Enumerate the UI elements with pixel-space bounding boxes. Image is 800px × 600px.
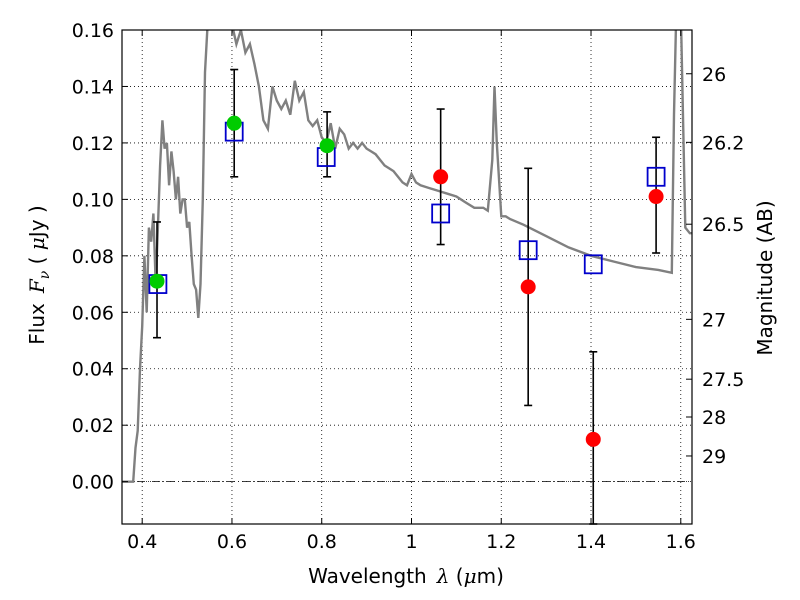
y2-tick-label: 26 bbox=[702, 64, 726, 86]
y-axis-unit-mu: μ bbox=[25, 237, 49, 250]
y-tick-label: 0.16 bbox=[72, 20, 114, 42]
y2-tick-label: 27.5 bbox=[702, 369, 744, 391]
y-tick-label: 0.08 bbox=[72, 246, 114, 268]
circle-marker bbox=[319, 138, 335, 154]
y-axis-title: Flux Fν ( μJy ) bbox=[25, 205, 53, 344]
x-axis-unit-mu: μ bbox=[464, 564, 477, 588]
y-tick-label: 0.06 bbox=[72, 302, 114, 324]
x-tick-label: 1.2 bbox=[486, 531, 516, 553]
circle-marker bbox=[520, 279, 536, 295]
error-bars bbox=[153, 68, 661, 525]
square-marker bbox=[646, 166, 666, 187]
x-axis-symbol: λ bbox=[436, 564, 450, 588]
plot-frame bbox=[121, 29, 693, 525]
x-tick-label: 0.6 bbox=[217, 531, 247, 553]
y-axis-unit-close: Jy ) bbox=[25, 205, 49, 239]
square-marker bbox=[431, 203, 451, 224]
y2-axis-title: Magnitude (AB) bbox=[753, 200, 777, 355]
circle-marker bbox=[648, 189, 664, 205]
square-marker bbox=[583, 254, 603, 275]
y-axis-title-text: Flux bbox=[25, 303, 49, 345]
x-tick-label: 0.4 bbox=[127, 531, 157, 553]
model-spectrum bbox=[122, 30, 692, 483]
circle-marker bbox=[585, 431, 601, 447]
y-tick-label: 0.10 bbox=[72, 189, 114, 211]
y-tick-label: 0.14 bbox=[72, 76, 114, 98]
ticks: 0.4 0.6 0.8 1 1.2 1.4 1.6 0.00 0.02 0.04 0.06 0.08 0… bbox=[72, 20, 745, 553]
y-tick-label: 0.12 bbox=[72, 133, 114, 155]
x-tick-label: 0.8 bbox=[307, 531, 337, 553]
markers bbox=[148, 115, 666, 447]
circle-marker bbox=[149, 273, 165, 289]
x-axis-unit-close: m) bbox=[477, 564, 504, 588]
x-tick-label: 1.4 bbox=[576, 531, 606, 553]
y2-tick-label: 29 bbox=[702, 446, 726, 468]
model-spectrum-line bbox=[122, 30, 692, 483]
grid bbox=[122, 29, 692, 524]
x-axis-title: Wavelength λ (μm) bbox=[308, 564, 504, 588]
y-axis-symbol: F bbox=[25, 278, 49, 294]
y2-tick-label: 27 bbox=[702, 309, 726, 331]
x-axis-title-text: Wavelength bbox=[308, 564, 427, 588]
y-tick-label: 0.02 bbox=[72, 415, 114, 437]
y-tick-label: 0.00 bbox=[72, 472, 114, 494]
y-axis-subscript: ν bbox=[37, 270, 53, 279]
y-axis-unit-open: ( bbox=[25, 250, 49, 271]
y-tick-label: 0.04 bbox=[72, 359, 114, 381]
x-tick-label: 1 bbox=[405, 531, 417, 553]
circle-marker bbox=[226, 115, 242, 131]
y2-tick-label: 26.2 bbox=[702, 132, 744, 154]
x-tick-label: 1.6 bbox=[666, 531, 696, 553]
y2-tick-label: 28 bbox=[702, 407, 726, 429]
circle-marker bbox=[433, 169, 449, 185]
square-marker bbox=[518, 240, 538, 261]
x-axis-unit-open: ( bbox=[449, 564, 463, 588]
y2-tick-label: 26.5 bbox=[702, 214, 744, 236]
